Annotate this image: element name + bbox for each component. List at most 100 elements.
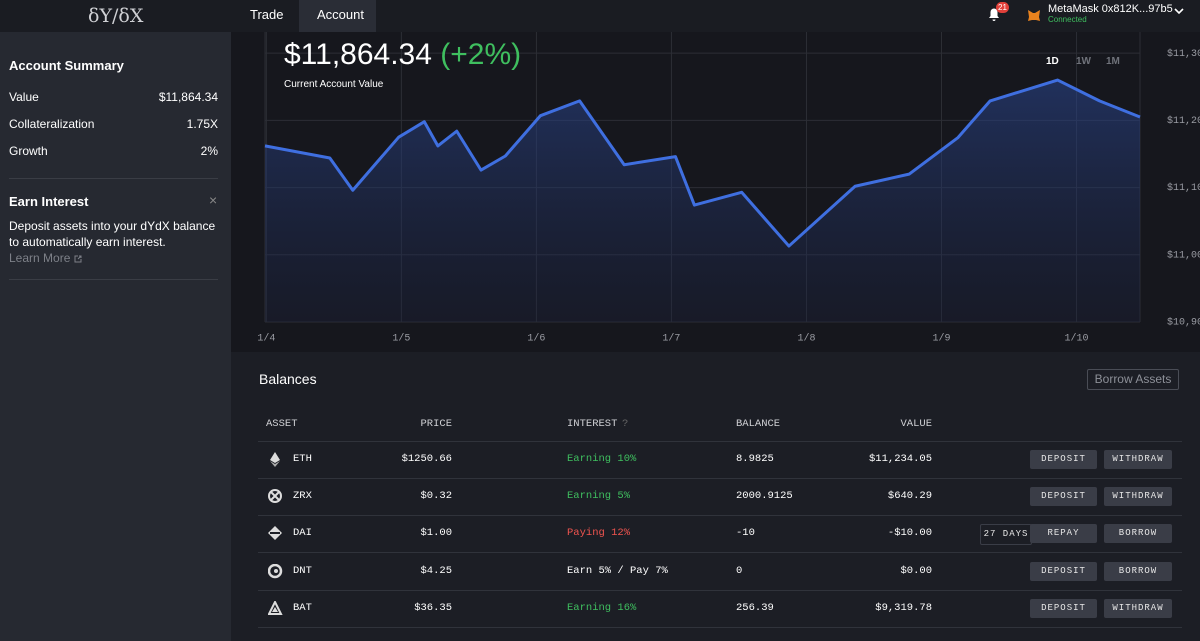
tab-active-bg — [299, 0, 376, 32]
summary-value: $11,864.34 — [158, 90, 218, 104]
summary-label: Growth — [9, 144, 48, 158]
learn-more-link[interactable]: Learn More — [9, 251, 71, 265]
interest: Paying 12% — [567, 527, 631, 540]
value: $9,319.78 — [875, 601, 932, 614]
asset: ZRX — [293, 490, 312, 503]
range-button[interactable]: 1M — [1106, 56, 1120, 67]
divider — [9, 178, 218, 179]
row-divider — [258, 552, 1182, 554]
icon — [267, 599, 283, 615]
wallet-status: Connected — [1048, 15, 1087, 24]
wallet-address[interactable]: MetaMask 0x812K...97b5 — [1048, 3, 1173, 15]
x-tick-label: 1/9 — [932, 333, 950, 345]
row-divider — [258, 478, 1182, 479]
value: -$10.00 — [887, 527, 932, 540]
range-button[interactable]: 1W — [1076, 56, 1091, 67]
action-button[interactable]: DEPOSIT — [1030, 450, 1097, 469]
row-divider — [258, 515, 1182, 517]
y-tick-label: $11,300 — [1167, 48, 1200, 60]
earn-text: Deposit assets into your dYdX balance to… — [9, 219, 216, 249]
summary-label: Collateralization — [9, 117, 95, 131]
range-button[interactable]: 1D — [1046, 56, 1059, 67]
close-icon[interactable]: × — [209, 192, 218, 208]
y-tick-label: $11,100 — [1167, 182, 1200, 194]
metamask-icon — [1028, 10, 1040, 21]
action-button[interactable]: BORROW — [1104, 561, 1172, 581]
asset: BAT — [293, 601, 312, 614]
column-header: PRICE — [420, 418, 452, 430]
column-header: INTEREST — [567, 418, 618, 430]
x-tick-label: 1/6 — [527, 333, 545, 345]
action-button[interactable]: DEPOSIT — [1030, 561, 1097, 581]
column-header: VALUE — [900, 418, 932, 430]
action-button[interactable]: WITHDRAW — [1104, 598, 1172, 618]
asset: ETH — [293, 453, 312, 465]
account-value: $11,864.34 (+2%) — [284, 38, 521, 72]
x-tick-label: 1/5 — [392, 333, 410, 345]
x-tick-label: 1/10 — [1065, 333, 1089, 345]
icon — [267, 563, 283, 578]
external-icon — [74, 255, 82, 263]
balance: 256.39 — [736, 601, 774, 614]
balance: 8.9825 — [736, 453, 774, 465]
change: (+2%) — [440, 38, 522, 71]
chevron[interactable] — [1172, 4, 1186, 18]
summary-value: 1.75X — [186, 117, 218, 131]
price: $0.32 — [420, 490, 452, 503]
asset: DAI — [293, 527, 312, 540]
line — [264, 78, 1141, 248]
chart: $10,900 $11,000 $11,100 $11,200 $11,300 1/4 1/… — [257, 32, 1200, 345]
balance: -10 — [736, 527, 755, 540]
interest: Earning 5% — [567, 490, 631, 503]
notification-badge: 21 — [996, 2, 1009, 13]
x-tick-label: 1/8 — [797, 333, 815, 345]
interest: Earning 10% — [567, 453, 637, 465]
asset-icon — [267, 563, 283, 579]
value: $11,234.05 — [868, 453, 932, 465]
action-button[interactable]: WITHDRAW — [1104, 487, 1172, 507]
x-tick-label: 1/4 — [257, 333, 275, 345]
icon — [268, 526, 282, 541]
balance: 0 — [736, 564, 743, 577]
summary-value: 2% — [200, 144, 218, 158]
term-label: 27 DAYS — [980, 524, 1032, 546]
icon — [270, 452, 280, 467]
value: $0.00 — [900, 564, 932, 577]
price: $4.25 — [420, 564, 452, 577]
y-tick-label: $11,200 — [1167, 115, 1200, 127]
sidebar: Account Summary Earn Interest × Deposit … — [0, 32, 231, 641]
section-title: Account Summary — [9, 58, 124, 73]
balance: 2000.9125 — [736, 490, 793, 503]
bell-icon[interactable] — [985, 5, 1003, 23]
action-button[interactable]: DEPOSIT — [1030, 487, 1097, 507]
price: $1.00 — [420, 527, 452, 540]
action-button[interactable]: WITHDRAW — [1104, 450, 1172, 469]
action-button[interactable]: REPAY — [1030, 524, 1097, 544]
value: $11,864.34 — [284, 38, 432, 71]
row-divider — [258, 441, 1182, 442]
row-divider — [258, 626, 1182, 628]
action-button[interactable]: DEPOSIT — [1030, 598, 1097, 618]
action-button[interactable]: BORROW — [1104, 524, 1172, 544]
y-tick-label: $11,000 — [1167, 249, 1200, 261]
chart-subtitle: Current Account Value — [284, 79, 384, 90]
interest: Earning 16% — [567, 601, 637, 614]
tab[interactable]: Account — [317, 7, 364, 22]
balances-title: Balances — [259, 371, 317, 387]
logo[interactable]: δY/δX — [88, 5, 144, 27]
price: $36.35 — [414, 601, 452, 614]
section-title: Earn Interest — [9, 194, 89, 209]
chart-panel: $10,900 $11,000 $11,100 $11,200 $11,300 1/4 1/… — [231, 32, 1200, 352]
price: $1250.66 — [401, 453, 452, 465]
tab[interactable]: Trade — [250, 7, 284, 22]
row-divider — [258, 589, 1182, 591]
borrow-assets-button[interactable]: Borrow Assets — [1087, 369, 1179, 390]
x-tick-label: 1/7 — [662, 333, 680, 345]
column-header: ASSET — [266, 418, 298, 430]
nav-bar: δY/δX Trade Account 21 MetaMask 0x812K..… — [0, 0, 1200, 32]
divider — [9, 279, 218, 280]
column-header: BALANCE — [736, 418, 781, 430]
help-icon[interactable]: ? — [622, 418, 629, 430]
interest: Earn 5% / Pay 7% — [567, 564, 668, 577]
